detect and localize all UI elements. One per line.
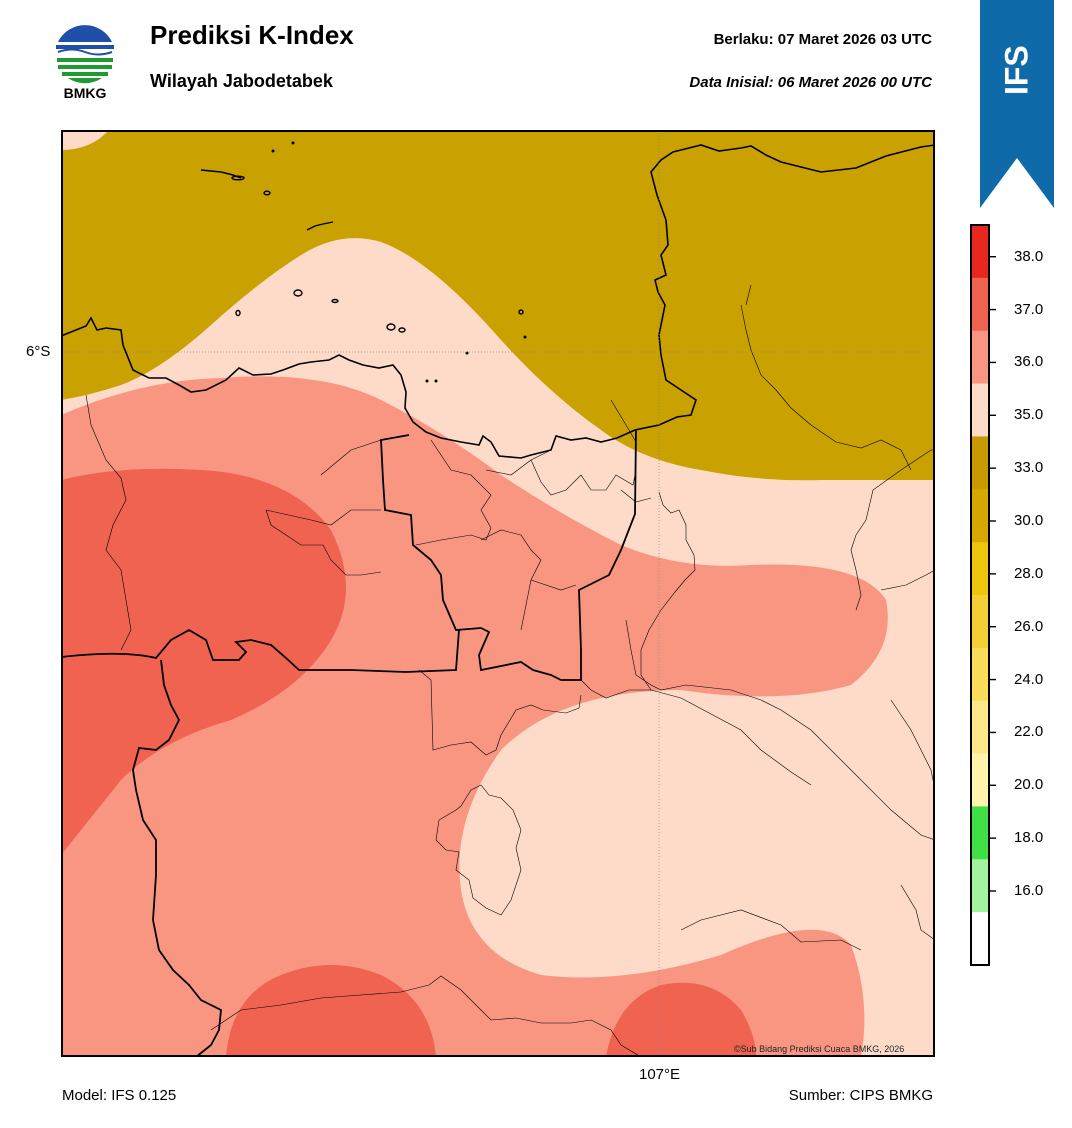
colorbar-segment [971,753,989,807]
bmkg-logo: BMKG [55,23,115,101]
island [293,289,303,297]
colorbar-tick-label: 37.0 [1014,300,1044,318]
copyright-note: ©Sub Bidang Prediksi Cuaca BMKG, 2026 [734,1044,905,1054]
ifs-banner [980,0,1054,208]
latitude-label: 6°S [26,343,51,360]
island [231,175,245,181]
colorbar-tick-label: 28.0 [1014,564,1044,582]
colorbar-tick-label: 18.0 [1014,829,1044,847]
island [331,298,339,304]
ki-37-38-zone-west [61,468,346,855]
island [291,141,295,145]
island [518,309,524,315]
colorbar-segment [971,277,989,332]
colorbar-segment [971,330,989,385]
valid-time: Berlaku: 07 Maret 2026 03 UTC [713,31,932,48]
island [465,351,469,355]
colorbar-segment [971,542,989,596]
coastline-main [61,144,935,459]
colorbar-tick-label: 33.0 [1014,459,1044,477]
page-title: Prediksi K-Index [150,20,354,50]
colorbar-segment [971,859,989,913]
colorbar-tick-label: 35.0 [1014,406,1044,424]
map-frame [61,130,935,1057]
island [386,323,396,331]
island [425,379,429,383]
ki-37-38-zone-south [226,965,436,1057]
regency-boundaries [85,284,935,1057]
province-boundary [61,628,460,673]
ki-33-35-zone [61,130,935,481]
island [398,327,406,333]
logo-text: BMKG [64,85,107,101]
model-label: Model: IFS 0.125 [62,1087,177,1104]
colorbar-segment [971,225,989,279]
island [434,379,438,383]
island [523,335,527,339]
colorbar-segment [971,912,989,966]
colorbar-tick-label: 22.0 [1014,723,1044,741]
source-label: Sumber: CIPS BMKG [788,1087,933,1104]
colorbar [970,224,996,966]
colorbar-tick-label: 30.0 [1014,512,1044,529]
province-boundary [380,429,637,681]
colorbar-segment [971,595,989,649]
island [235,309,241,317]
init-time: Data Inisial: 06 Maret 2026 00 UTC [689,74,932,91]
colorbar-tick-label: 16.0 [1014,882,1044,899]
colorbar-segment [971,383,989,437]
colorbar-tick-label: 36.0 [1014,353,1044,371]
island [271,149,275,153]
colorbar-segment [971,436,989,490]
longitude-label: 107°E [639,1066,681,1083]
colorbar-segment [971,806,989,860]
colorbar-frame [970,224,990,966]
colorbar-tick-label: 24.0 [1014,670,1044,688]
province-boundary [132,659,222,1057]
k-index-map [61,130,935,1057]
colorbar-tick-label: 20.0 [1014,776,1044,794]
page-subtitle: Wilayah Jabodetabek [150,71,333,91]
ki-37-38-zone-southeast [606,982,756,1057]
colorbar-segment [971,700,989,755]
colorbar-segment [971,489,989,543]
island [263,190,271,196]
colorbar-tick-label: 26.0 [1014,617,1044,635]
colorbar-tick-label: 38.0 [1014,247,1044,265]
colorbar-segment [971,647,989,702]
ifs-banner-label: IFS [998,45,1035,95]
island [306,221,334,231]
